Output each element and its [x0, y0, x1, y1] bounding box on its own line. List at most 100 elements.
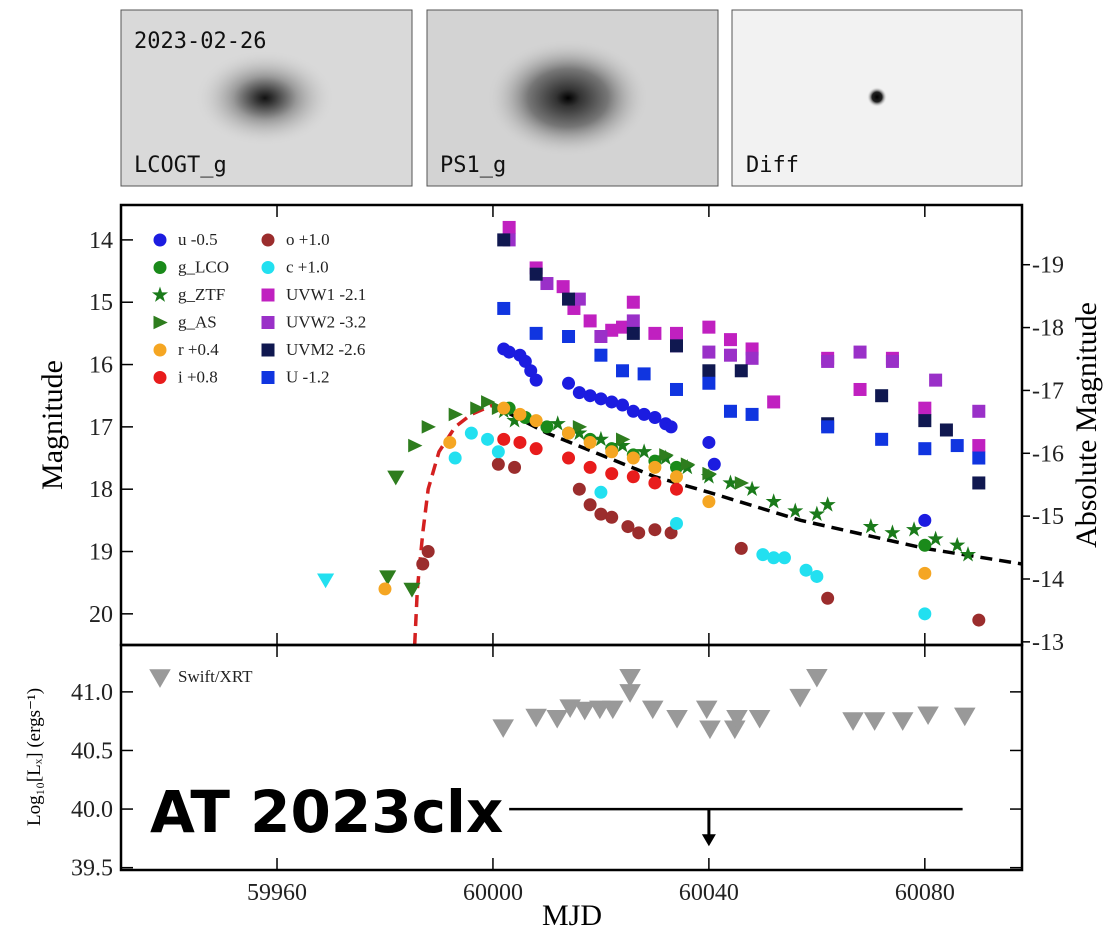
point [573, 701, 596, 721]
y-tick-label: 41.0 [71, 680, 113, 706]
point [421, 545, 435, 559]
point [525, 708, 547, 728]
point [929, 373, 943, 387]
legend-label: r +0.4 [178, 340, 219, 359]
point [502, 345, 516, 359]
y2-tick-label: -19 [1032, 253, 1064, 279]
y-tick-label: 16 [89, 353, 113, 379]
transient [867, 87, 887, 107]
y-tick-label: 17 [89, 415, 113, 441]
point [734, 541, 748, 555]
point [583, 498, 597, 512]
point [972, 476, 986, 490]
point [702, 320, 716, 334]
legend-marker [153, 371, 167, 384]
point [723, 333, 737, 347]
point [972, 404, 986, 418]
point [529, 267, 543, 281]
point [589, 700, 611, 720]
x-tick-label: 59960 [247, 880, 307, 906]
point [513, 435, 527, 449]
point [626, 451, 640, 465]
point [572, 292, 586, 306]
point [875, 389, 889, 403]
point [616, 398, 630, 412]
legend-marker [149, 669, 171, 688]
legend-label: i +0.8 [178, 367, 218, 386]
point [592, 430, 609, 447]
point [492, 719, 514, 738]
point [529, 442, 543, 456]
point [481, 395, 496, 409]
legend-marker [153, 261, 167, 274]
point [659, 448, 674, 462]
point [918, 401, 932, 415]
point [808, 505, 825, 521]
legend-marker [261, 343, 275, 357]
y2-tick-label: -18 [1032, 316, 1064, 342]
point [508, 460, 522, 474]
point [707, 457, 721, 471]
point [443, 435, 457, 449]
point [583, 314, 597, 328]
point [695, 700, 718, 720]
y-tick-label: 18 [89, 477, 113, 503]
point [572, 386, 586, 400]
point [648, 326, 662, 340]
point [408, 438, 423, 453]
x-tick-label: 60080 [895, 880, 955, 906]
point [905, 521, 923, 537]
point [891, 712, 914, 731]
point [619, 668, 641, 688]
plot-area [492, 668, 976, 740]
point [669, 482, 683, 496]
point [959, 546, 977, 562]
point [821, 354, 835, 368]
x-axis-label: MJD [542, 899, 602, 932]
point [954, 707, 976, 727]
y2-tick-label: -15 [1032, 504, 1064, 530]
point [594, 485, 608, 499]
point [648, 476, 662, 490]
legend-label: g_ZTF [178, 285, 225, 304]
point [562, 330, 576, 344]
legend-label: u -0.5 [178, 230, 218, 249]
point [702, 435, 716, 449]
point [378, 582, 392, 596]
legend-label: UVW2 -3.2 [286, 312, 366, 331]
point [972, 613, 986, 627]
point [562, 376, 576, 390]
point [540, 420, 554, 434]
upper-limit [317, 573, 335, 589]
legend-marker [261, 316, 275, 329]
point [842, 712, 864, 731]
point [669, 382, 683, 396]
galaxy [488, 40, 648, 156]
point [767, 551, 781, 565]
point [562, 426, 576, 440]
y-tick-label: 15 [89, 290, 113, 316]
point [819, 496, 836, 512]
y-tick-label: 40.5 [71, 738, 113, 764]
legend-marker [261, 288, 275, 302]
legend-marker [261, 233, 275, 247]
point [470, 401, 485, 415]
point [594, 392, 608, 406]
point [927, 530, 944, 546]
y2-tick-label: -14 [1032, 567, 1064, 593]
point [637, 367, 651, 381]
point [744, 480, 761, 497]
legend-label: U -1.2 [286, 367, 329, 386]
point [636, 443, 653, 459]
point [497, 233, 511, 247]
point [821, 420, 835, 434]
point [605, 445, 619, 459]
point [787, 502, 804, 518]
y-axis-label: Log₁₀[Lₓ] (ergs⁻¹) [24, 688, 45, 826]
point [583, 389, 597, 403]
point [853, 382, 867, 396]
point [616, 364, 630, 378]
upper-limit [403, 582, 421, 598]
point [972, 439, 986, 453]
point [917, 706, 939, 726]
